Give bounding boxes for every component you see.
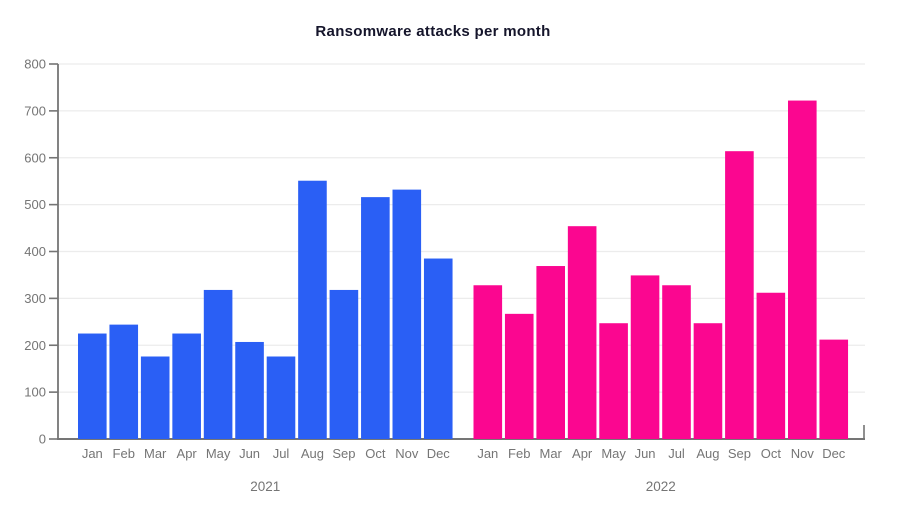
bar-2022-Dec [819, 339, 849, 439]
x-axis-label-2022-Jan: Jan [477, 446, 498, 461]
x-axis-label-2022-Sep: Sep [728, 446, 751, 461]
bar-2021-Jul [266, 356, 296, 439]
y-axis-label-200: 200 [24, 338, 46, 353]
x-axis-label-2021-Mar: Mar [144, 446, 167, 461]
chart-title: Ransomware attacks per month [315, 23, 551, 40]
x-axis-label-2021-Feb: Feb [113, 446, 135, 461]
year-label-2021: 2021 [250, 479, 280, 494]
x-axis-label-2022-Dec: Dec [822, 446, 846, 461]
bar-2021-Jun [235, 341, 264, 439]
x-axis-label-2022-Oct: Oct [761, 446, 782, 461]
bar-2022-Jul [662, 285, 691, 439]
y-axis-label-500: 500 [24, 197, 46, 212]
y-axis-label-600: 600 [24, 150, 46, 165]
bar-2021-Nov [392, 189, 422, 439]
x-axis-label-2022-Mar: Mar [540, 446, 563, 461]
y-axis-label-700: 700 [24, 103, 46, 118]
x-axis-label-2021-Apr: Apr [177, 446, 198, 461]
x-axis-label-2022-Apr: Apr [572, 446, 593, 461]
bar-2021-Apr [172, 333, 201, 439]
bar-2021-Feb [109, 324, 139, 439]
x-axis-label-2022-Aug: Aug [696, 446, 719, 461]
x-axis-label-2021-May: May [206, 446, 231, 461]
bar-2022-May [599, 323, 628, 439]
year-label-2022: 2022 [646, 479, 676, 494]
x-axis-label-2021-Jun: Jun [239, 446, 260, 461]
x-axis-label-2022-Feb: Feb [508, 446, 530, 461]
y-axis-label-0: 0 [39, 432, 46, 447]
x-axis-label-2021-Sep: Sep [332, 446, 355, 461]
bar-2022-Mar [536, 266, 565, 439]
x-axis-label-2022-Nov: Nov [791, 446, 815, 461]
bar-2022-Feb [504, 313, 534, 439]
x-axis-label-2021-Nov: Nov [395, 446, 419, 461]
x-axis-label-2022-May: May [601, 446, 626, 461]
bar-2022-Sep [725, 151, 754, 439]
bar-2021-Dec [423, 258, 453, 439]
x-axis-label-2021-Aug: Aug [301, 446, 324, 461]
bar-2022-Apr [567, 226, 597, 439]
bar-2022-Nov [788, 100, 817, 439]
bar-2021-May [203, 289, 233, 439]
x-axis-label-2021-Jan: Jan [82, 446, 103, 461]
bar-2021-Sep [329, 289, 359, 439]
bar-2022-Jun [630, 275, 660, 439]
y-axis-label-300: 300 [24, 291, 46, 306]
y-axis-label-400: 400 [24, 244, 46, 259]
bar-2022-Oct [756, 292, 786, 439]
bar-2022-Aug [693, 323, 723, 439]
x-axis-label-2022-Jun: Jun [635, 446, 656, 461]
bar-2021-Aug [298, 180, 327, 439]
x-axis-label-2021-Dec: Dec [427, 446, 451, 461]
x-axis-label-2021-Jul: Jul [273, 446, 290, 461]
x-axis-label-2022-Jul: Jul [668, 446, 685, 461]
x-axis-label-2021-Oct: Oct [365, 446, 386, 461]
bar-2021-Oct [361, 197, 390, 439]
bar-2022-Jan [473, 285, 503, 439]
y-axis-label-800: 800 [24, 57, 46, 72]
y-axis-label-100: 100 [24, 385, 46, 400]
bar-2021-Jan [78, 333, 107, 439]
bar-2021-Mar [140, 356, 170, 439]
